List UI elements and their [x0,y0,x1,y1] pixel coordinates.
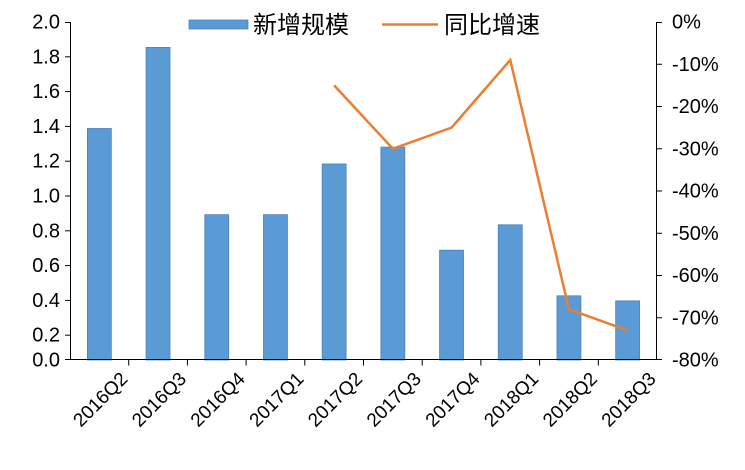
svg-text:-80%: -80% [672,350,719,372]
svg-text:2016Q4: 2016Q4 [187,368,250,431]
svg-text:2016Q3: 2016Q3 [128,369,191,432]
svg-text:0.0: 0.0 [32,350,60,372]
svg-text:2018Q3: 2018Q3 [598,369,661,432]
svg-text:2017Q3: 2017Q3 [363,369,426,432]
svg-text:-30%: -30% [672,138,719,160]
svg-text:1.4: 1.4 [32,116,60,138]
svg-text:2017Q2: 2017Q2 [304,369,367,432]
svg-text:-70%: -70% [672,307,719,329]
svg-text:2017Q4: 2017Q4 [422,368,485,431]
svg-text:0.4: 0.4 [32,290,60,312]
svg-text:0.2: 0.2 [32,325,60,347]
svg-text:1.0: 1.0 [32,186,60,208]
svg-text:1.2: 1.2 [32,151,60,173]
svg-text:2.0: 2.0 [32,12,60,34]
svg-text:2018Q2: 2018Q2 [539,369,602,432]
svg-text:0%: 0% [672,12,701,34]
svg-text:2018Q1: 2018Q1 [480,369,543,432]
svg-text:1.6: 1.6 [32,81,60,103]
svg-text:-10%: -10% [672,54,719,76]
svg-text:同比增速: 同比增速 [444,12,540,39]
svg-text:1.8: 1.8 [32,46,60,68]
svg-text:2017Q1: 2017Q1 [246,369,309,432]
svg-text:-50%: -50% [672,223,719,245]
svg-text:-20%: -20% [672,96,719,118]
svg-text:-40%: -40% [672,181,719,203]
svg-text:2016Q2: 2016Q2 [70,369,133,432]
svg-text:0.8: 0.8 [32,220,60,242]
svg-text:新增规模: 新增规模 [253,12,349,39]
svg-text:0.6: 0.6 [32,255,60,277]
svg-text:-60%: -60% [672,265,719,287]
